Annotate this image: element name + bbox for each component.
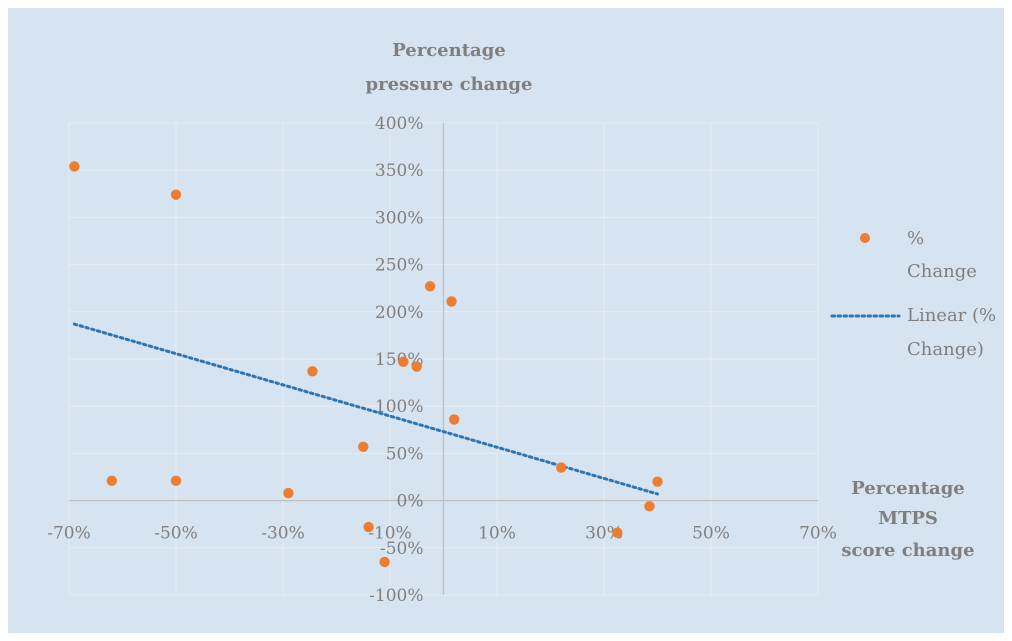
data-point-7 <box>363 521 374 533</box>
x-axis-title-line-3: score change <box>841 540 974 561</box>
data-point-15 <box>612 527 623 538</box>
legend-label-trendline-line-2: Change) <box>907 339 984 360</box>
legend-label-points-line-1: % <box>907 228 924 249</box>
data-point-6 <box>358 441 369 452</box>
data-point-1 <box>106 475 118 486</box>
y-tick-label-10: 400% <box>375 114 424 134</box>
x-axis-title-line-1: Percentage <box>851 478 965 499</box>
data-point-8 <box>379 556 390 568</box>
y-tick-label-0: -100% <box>369 586 423 606</box>
data-point-0 <box>69 161 80 172</box>
chart-background <box>8 8 1004 633</box>
y-tick-label-7: 250% <box>375 256 424 276</box>
x-tick-label-2: -30% <box>261 524 305 544</box>
y-tick-label-2: 0% <box>397 492 424 512</box>
data-point-2 <box>170 189 182 200</box>
axes <box>69 123 818 595</box>
x-tick-label-3: -10% <box>368 524 412 544</box>
data-point-10 <box>411 361 422 372</box>
x-tick-label-0: -70% <box>47 524 91 544</box>
legend-label-points-line-2: Change <box>907 261 977 282</box>
y-tick-label-8: 300% <box>375 208 424 228</box>
data-points <box>69 161 663 568</box>
legend-marker-points <box>860 233 870 243</box>
y-tick-label-3: 50% <box>386 444 424 464</box>
x-axis-title-line-2: MTPS <box>878 508 938 529</box>
x-tick-label-1: -50% <box>154 524 198 544</box>
x-tick-label-5: 30% <box>585 524 623 544</box>
x-tick-label-4: 10% <box>478 524 516 544</box>
data-point-14 <box>556 462 567 473</box>
data-point-3 <box>170 475 182 486</box>
tick-labels: -70% -50% -30% -10% 10% 30% 50% 70% -100% -50% 0% 5… <box>47 114 837 606</box>
data-point-17 <box>652 476 663 487</box>
data-point-13 <box>449 414 460 425</box>
legend-label-trendline-line-1: Linear (% <box>907 305 996 326</box>
y-tick-label-4: 100% <box>375 397 424 417</box>
x-tick-label-7: 70% <box>799 524 837 544</box>
y-axis-title-line-1: Percentage <box>392 40 506 61</box>
legend: % Change Linear (% Change) <box>830 228 996 360</box>
data-point-16 <box>644 501 655 512</box>
y-tick-label-1: -50% <box>380 539 424 559</box>
x-tick-label-6: 50% <box>692 524 730 544</box>
data-point-4 <box>283 487 294 499</box>
y-tick-label-6: 200% <box>375 303 424 323</box>
data-point-12 <box>446 296 457 307</box>
data-point-9 <box>398 356 409 368</box>
y-tick-label-9: 350% <box>375 161 424 181</box>
y-axis-title-line-2: pressure change <box>366 74 533 95</box>
data-point-5 <box>307 366 318 377</box>
data-point-11 <box>424 281 436 292</box>
